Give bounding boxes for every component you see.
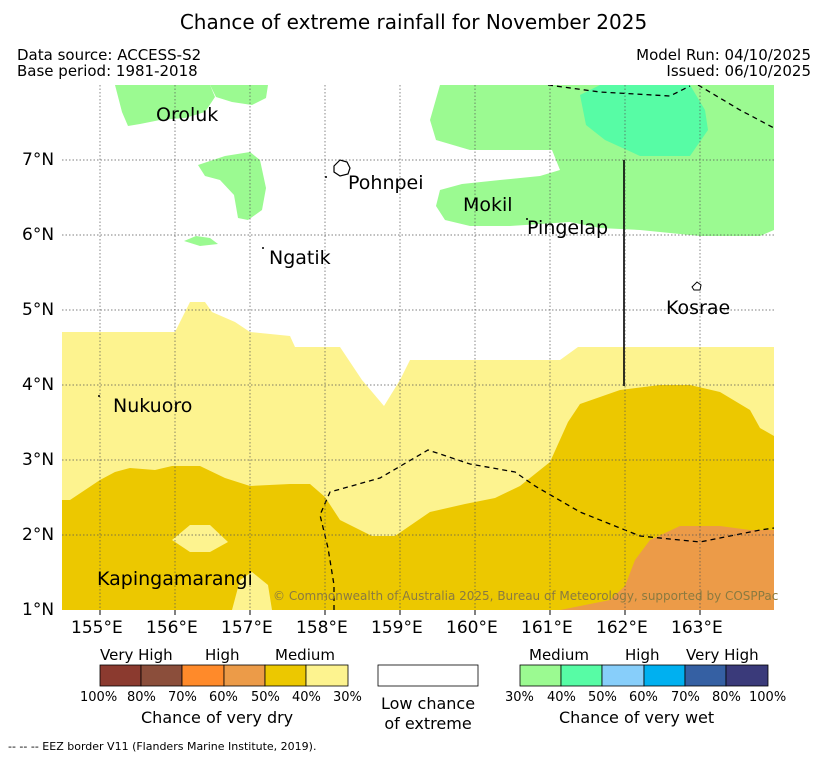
legend-wet-tick: 50% <box>588 690 617 705</box>
lat-tick-5n: 5°N <box>22 300 55 320</box>
legend-wet-cat-medium: Medium <box>529 646 589 664</box>
lon-tick-163e: 163°E <box>671 618 723 638</box>
legend-wet-swatch-0 <box>519 664 562 687</box>
eez-footnote: -- -- -- EEZ border V11 (Flanders Marine… <box>8 740 317 753</box>
lon-tick-159e: 159°E <box>371 618 423 638</box>
kosrae-island <box>691 281 702 291</box>
lat-tick-4n: 4°N <box>22 375 55 395</box>
legend-dry-tick: 80% <box>127 690 156 705</box>
medium-wet-40-zone <box>580 85 708 156</box>
legend-wet-label: Chance of very wet <box>559 708 715 727</box>
lat-tick-1n: 1°N <box>22 600 55 620</box>
legend-wet-tick: 70% <box>671 690 700 705</box>
medium-wet-zone-oroluk <box>115 85 215 126</box>
legend-dry-cat-medium: Medium <box>275 646 335 664</box>
legend-dry-swatch-5 <box>305 664 349 687</box>
lat-tick-2n: 2°N <box>22 525 55 545</box>
legend-wet-cat-high: High <box>625 646 660 664</box>
place-label-pohnpei: Pohnpei <box>348 172 424 194</box>
pohnpei-island <box>333 159 351 177</box>
legend-wet-swatch-5 <box>725 664 769 687</box>
legend-neutral-swatch <box>377 664 479 687</box>
legend-wet-swatch-2 <box>601 664 645 687</box>
legend-dry-tick: 30% <box>333 690 362 705</box>
medium-dry-40-zone <box>62 385 774 610</box>
legend-wet-bar <box>519 664 769 687</box>
legend-dry-swatch-4 <box>264 664 307 687</box>
ngatik-atoll <box>262 247 264 249</box>
place-label-mokil: Mokil <box>463 194 513 216</box>
rainfall-shading <box>62 85 774 610</box>
legend-dry-swatch-0 <box>99 664 142 687</box>
medium-dry-pocket-south <box>232 572 272 610</box>
issued-date: Issued: 06/10/2025 <box>666 62 811 80</box>
legend-neutral-label-2: of extreme <box>384 714 472 733</box>
lon-tick-156e: 156°E <box>146 618 198 638</box>
medium-wet-zone-pohnpei-west <box>198 152 266 220</box>
legend-wet-tick: 40% <box>547 690 576 705</box>
legend-dry-swatch-1 <box>140 664 183 687</box>
lat-tick-6n: 6°N <box>22 225 55 245</box>
legend-wet-swatch-4 <box>684 664 727 687</box>
legend-wet-tick: 80% <box>712 690 741 705</box>
legend-wet-tick: 60% <box>629 690 658 705</box>
data-source: Data source: ACCESS-S2 <box>17 46 202 64</box>
lon-tick-161e: 161°E <box>521 618 573 638</box>
medium-wet-zone-ngatik <box>184 236 218 246</box>
legend-dry-tick: 100% <box>80 690 118 705</box>
legend-dry-bar <box>99 664 349 687</box>
copyright-notice: © Commonwealth of Australia 2025, Bureau… <box>273 589 779 603</box>
lon-tick-160e: 160°E <box>446 618 498 638</box>
medium-wet-zone-oroluk-east <box>210 85 268 105</box>
legend-wet-tick: 100% <box>749 690 787 705</box>
legend-wet-swatch-3 <box>643 664 686 687</box>
legend-wet-swatch-1 <box>560 664 603 687</box>
lon-tick-155e: 155°E <box>71 618 123 638</box>
map-title: Chance of extreme rainfall for November … <box>179 10 648 34</box>
lon-tick-158e: 158°E <box>296 618 348 638</box>
lat-tick-3n: 3°N <box>22 450 55 470</box>
legend-neutral-label-1: Low chance <box>380 694 476 713</box>
nukuoro-atoll <box>98 395 100 397</box>
legend-dry-swatch-2 <box>181 664 225 687</box>
place-label-ngatik: Ngatik <box>269 247 331 269</box>
high-dry-zone <box>560 526 774 610</box>
legend-dry-tick: 50% <box>251 690 280 705</box>
graticule <box>62 85 774 610</box>
place-label-nukuoro: Nukuoro <box>113 395 193 417</box>
place-label-pingelap: Pingelap <box>527 217 609 239</box>
legend-dry-cat-very-high: Very High <box>100 646 173 664</box>
legend-wet-cat-very-high: Very High <box>686 646 759 664</box>
lon-tick-157e: 157°E <box>221 618 273 638</box>
legend-dry-cat-high: High <box>205 646 240 664</box>
legend-dry-tick: 60% <box>209 690 238 705</box>
lon-tick-162e: 162°E <box>596 618 648 638</box>
legend-dry-label: Chance of very dry <box>141 708 294 727</box>
place-label-oroluk: Oroluk <box>156 104 219 126</box>
legend-wet-tick: 30% <box>505 690 534 705</box>
lat-tick-7n: 7°N <box>22 150 55 170</box>
axis-ticks <box>99 610 701 615</box>
legend-dry-tick: 70% <box>168 690 197 705</box>
pingelap-atoll <box>526 218 528 220</box>
place-label-kapingamarangi: Kapingamarangi <box>97 568 253 590</box>
model-run: Model Run: 04/10/2025 <box>636 46 811 64</box>
mokil-atoll <box>325 176 327 178</box>
base-period: Base period: 1981-2018 <box>17 62 198 80</box>
medium-dry-pocket <box>172 525 228 552</box>
legend-dry-swatch-3 <box>223 664 266 687</box>
place-label-kosrae: Kosrae <box>666 297 731 319</box>
legend-dry-tick: 40% <box>292 690 321 705</box>
